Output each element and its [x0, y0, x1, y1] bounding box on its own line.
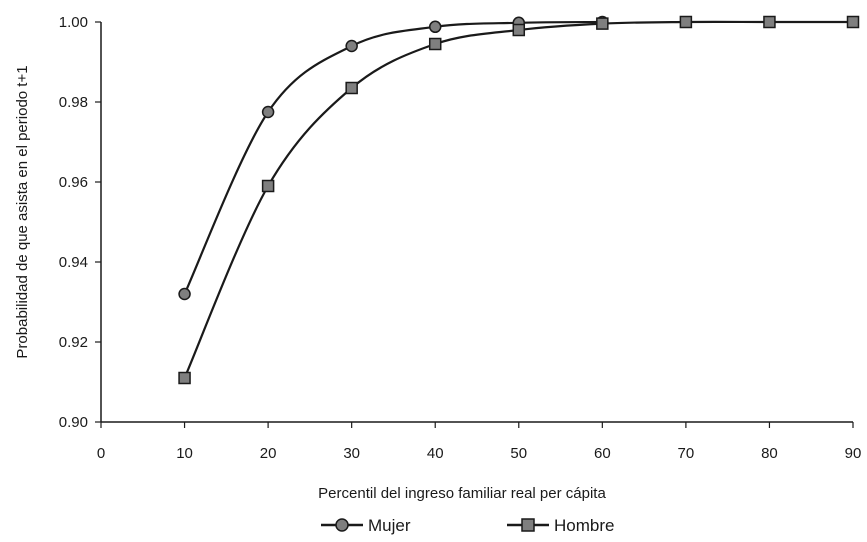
x-tick-label: 80 [761, 445, 778, 462]
x-tick-label: 90 [845, 445, 862, 462]
y-axis-title: Probabilidad de que asista en el periodo… [14, 65, 31, 358]
series-lines [183, 20, 853, 379]
x-tick-label: 50 [510, 445, 527, 462]
x-tick-label: 60 [594, 445, 611, 462]
x-tick-label: 70 [678, 445, 695, 462]
data-point-hombre [261, 179, 275, 193]
x-tick-label: 10 [176, 445, 193, 462]
data-point-hombre [178, 371, 191, 385]
x-tick-label: 20 [260, 445, 277, 462]
data-point-hombre [679, 15, 693, 29]
data-point-mujer [261, 105, 275, 119]
series-line-mujer [183, 20, 603, 295]
data-point-hombre [428, 37, 442, 51]
x-tick-label: 40 [427, 445, 444, 462]
series-line-hombre [183, 20, 853, 379]
data-point-hombre [345, 81, 358, 95]
axes [100, 22, 853, 423]
y-tick-label: 0.98 [59, 94, 88, 111]
series-markers [178, 15, 860, 385]
ticks: 0 10 20 30 40 50 60 70 80 90 0.90 0.92 0.94 0.96 0.98 1… [59, 14, 862, 462]
legend-label-hombre: Hombre [554, 516, 614, 535]
data-point-mujer [178, 287, 191, 301]
legend-marker-mujer [335, 518, 349, 532]
x-tick-label: 30 [343, 445, 360, 462]
y-tick-label: 1.00 [59, 14, 88, 31]
y-tick-label: 0.90 [59, 414, 88, 431]
legend-marker-hombre [521, 518, 535, 532]
data-point-mujer [345, 39, 358, 53]
legend-item-hombre: Hombre [507, 516, 614, 535]
data-point-hombre [846, 15, 860, 29]
legend-item-mujer: Mujer [321, 516, 411, 535]
legend-label-mujer: Mujer [368, 516, 411, 535]
data-point-hombre [596, 17, 609, 30]
y-tick-label: 0.92 [59, 334, 88, 351]
legend: Mujer Hombre [321, 516, 614, 535]
y-tick-label: 0.96 [59, 174, 88, 191]
data-point-hombre [512, 23, 526, 37]
y-tick-label: 0.94 [59, 254, 88, 271]
x-axis-title: Percentil del ingreso familiar real per … [318, 485, 606, 502]
x-tick-label: 0 [97, 445, 105, 462]
data-point-mujer [428, 20, 442, 34]
data-point-hombre [763, 15, 776, 29]
